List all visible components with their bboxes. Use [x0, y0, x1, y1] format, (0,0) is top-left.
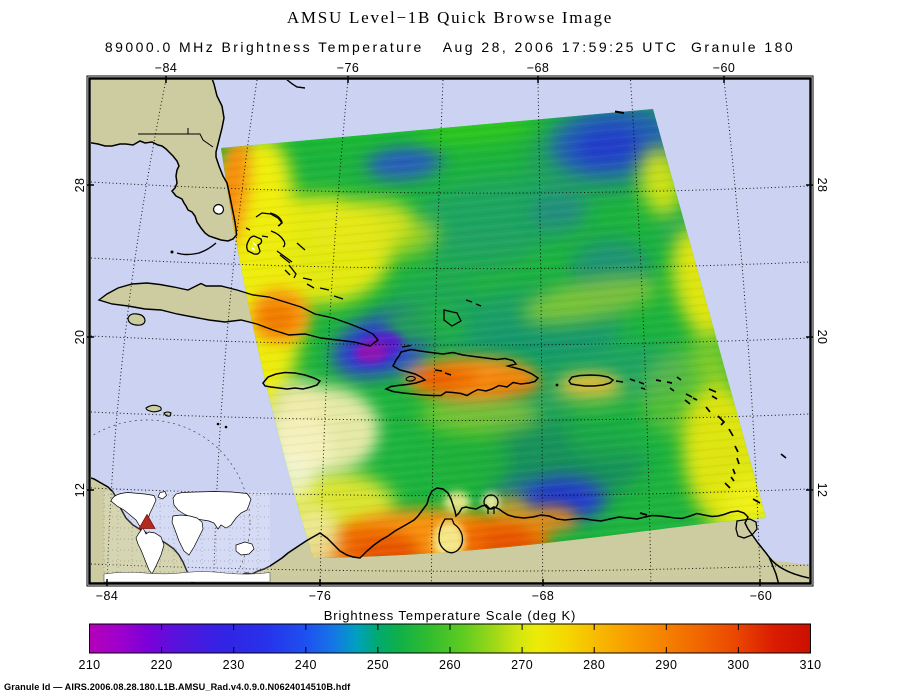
svg-text:28: 28 — [815, 178, 829, 193]
svg-text:280: 280 — [583, 658, 605, 672]
svg-text:−84: −84 — [96, 589, 118, 603]
svg-text:260: 260 — [439, 658, 461, 672]
svg-text:−84: −84 — [155, 61, 177, 75]
svg-text:240: 240 — [295, 658, 317, 672]
svg-text:−76: −76 — [337, 61, 359, 75]
svg-text:310: 310 — [799, 658, 821, 672]
svg-text:28: 28 — [73, 178, 87, 193]
svg-text:220: 220 — [151, 658, 173, 672]
svg-text:20: 20 — [73, 330, 87, 345]
svg-text:20: 20 — [815, 330, 829, 345]
svg-text:210: 210 — [78, 658, 100, 672]
svg-text:−60: −60 — [750, 589, 772, 603]
svg-text:300: 300 — [727, 658, 749, 672]
svg-text:−68: −68 — [532, 589, 554, 603]
svg-text:290: 290 — [655, 658, 677, 672]
svg-text:Granule Id — AIRS.2006.08.28.1: Granule Id — AIRS.2006.08.28.180.L1B.AMS… — [4, 682, 351, 692]
svg-text:Brightness Temperature Scale (: Brightness Temperature Scale (deg K) — [324, 608, 577, 623]
svg-text:AMSU Level−1B Quick Browse Ima: AMSU Level−1B Quick Browse Image — [287, 8, 613, 27]
svg-text:12: 12 — [815, 483, 829, 498]
svg-text:230: 230 — [223, 658, 245, 672]
svg-text:−76: −76 — [309, 589, 331, 603]
svg-text:250: 250 — [367, 658, 389, 672]
svg-text:89000.0 MHz Brightness Tempera: 89000.0 MHz Brightness Temperature Aug 2… — [105, 39, 795, 55]
svg-text:12: 12 — [73, 483, 87, 498]
svg-text:270: 270 — [511, 658, 533, 672]
svg-text:−68: −68 — [527, 61, 549, 75]
svg-text:−60: −60 — [713, 61, 735, 75]
